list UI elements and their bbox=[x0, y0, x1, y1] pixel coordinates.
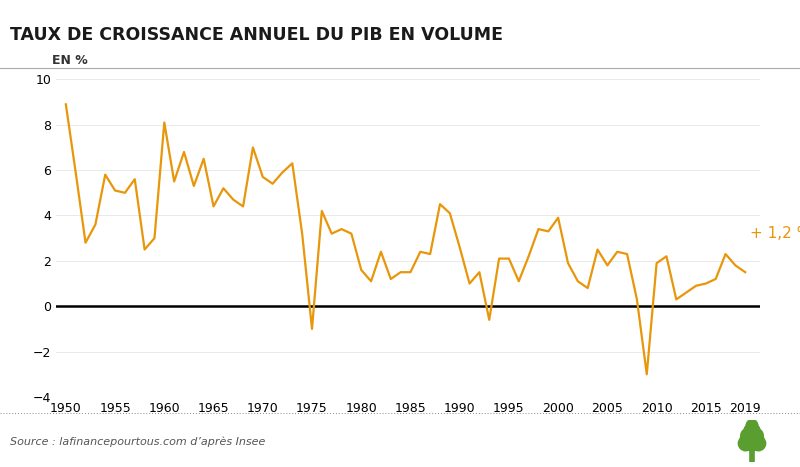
FancyBboxPatch shape bbox=[750, 450, 754, 463]
Circle shape bbox=[751, 436, 766, 451]
Circle shape bbox=[738, 436, 753, 451]
Circle shape bbox=[751, 429, 763, 441]
Circle shape bbox=[743, 424, 761, 440]
Text: TAUX DE CROISSANCE ANNUEL DU PIB EN VOLUME: TAUX DE CROISSANCE ANNUEL DU PIB EN VOLU… bbox=[10, 26, 502, 44]
Text: + 1,2 %: + 1,2 % bbox=[750, 226, 800, 241]
Circle shape bbox=[746, 420, 758, 432]
Circle shape bbox=[741, 429, 753, 441]
Circle shape bbox=[741, 428, 763, 451]
Text: EN %: EN % bbox=[53, 54, 88, 67]
Text: Source : lafinancepourtous.com d’après Insee: Source : lafinancepourtous.com d’après I… bbox=[10, 436, 265, 446]
